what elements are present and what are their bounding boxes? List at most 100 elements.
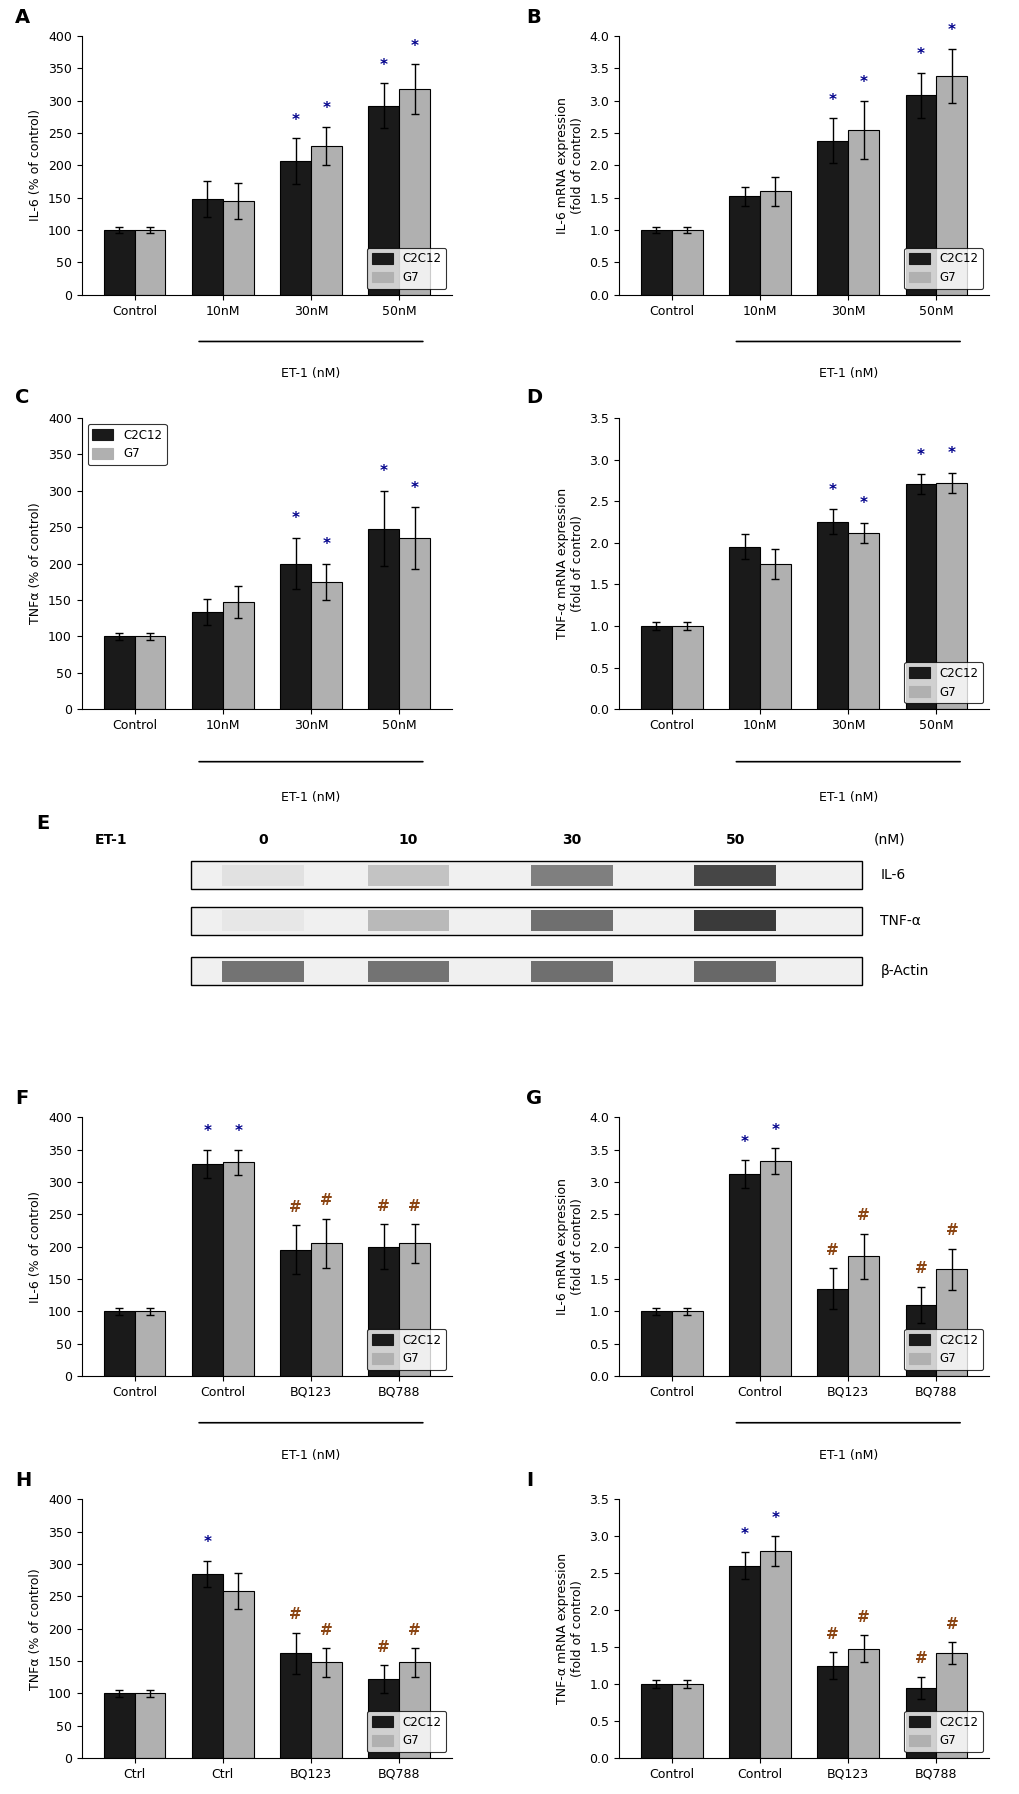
Y-axis label: IL-6 mRNA expression
(fold of control): IL-6 mRNA expression (fold of control): [555, 1179, 583, 1315]
Bar: [672, 1311, 702, 1376]
Text: #: #: [914, 1650, 926, 1667]
Bar: [672, 230, 702, 294]
Bar: [640, 1311, 672, 1376]
Text: 30: 30: [561, 832, 581, 847]
Bar: [368, 106, 398, 294]
Text: *: *: [916, 448, 924, 463]
Bar: [531, 910, 612, 931]
Text: *: *: [203, 1125, 211, 1139]
Legend: C2C12, G7: C2C12, G7: [367, 1329, 445, 1371]
Y-axis label: IL-6 (% of control): IL-6 (% of control): [30, 109, 43, 221]
Bar: [135, 637, 165, 709]
Bar: [311, 581, 341, 709]
Bar: [368, 1247, 398, 1376]
Bar: [222, 910, 304, 931]
Text: E: E: [37, 814, 49, 832]
Bar: [759, 1552, 790, 1758]
Bar: [135, 1694, 165, 1758]
Text: *: *: [916, 47, 924, 63]
Text: ET-1 (nM): ET-1 (nM): [818, 791, 877, 804]
Bar: [280, 1250, 311, 1376]
Text: #: #: [914, 1261, 926, 1276]
Bar: [759, 1161, 790, 1376]
Bar: [104, 1311, 135, 1376]
Text: #: #: [856, 1609, 869, 1625]
Text: β-Actin: β-Actin: [879, 965, 928, 978]
Bar: [694, 910, 775, 931]
Bar: [191, 861, 861, 890]
Bar: [848, 533, 878, 709]
Text: 0: 0: [258, 832, 268, 847]
Bar: [640, 1685, 672, 1758]
Bar: [905, 484, 935, 709]
Text: *: *: [322, 100, 330, 117]
Text: *: *: [322, 536, 330, 553]
Legend: C2C12, G7: C2C12, G7: [367, 248, 445, 289]
Legend: C2C12, G7: C2C12, G7: [904, 1329, 982, 1371]
Bar: [104, 1694, 135, 1758]
Text: *: *: [411, 39, 418, 54]
Text: *: *: [770, 1123, 779, 1137]
Text: #: #: [377, 1640, 389, 1654]
Bar: [848, 1649, 878, 1758]
Text: I: I: [526, 1471, 533, 1491]
Bar: [816, 1288, 848, 1376]
Bar: [531, 865, 612, 886]
Bar: [905, 95, 935, 294]
Bar: [280, 161, 311, 294]
Bar: [759, 563, 790, 709]
Y-axis label: TNFα (% of control): TNFα (% of control): [30, 502, 43, 624]
Bar: [222, 201, 254, 294]
Text: *: *: [411, 481, 418, 495]
Bar: [729, 547, 759, 709]
Bar: [848, 129, 878, 294]
Text: F: F: [15, 1089, 29, 1109]
Bar: [311, 145, 341, 294]
Bar: [729, 1566, 759, 1758]
Text: *: *: [234, 1125, 242, 1139]
Text: #: #: [320, 1624, 332, 1638]
Text: ET-1: ET-1: [95, 832, 127, 847]
Text: 10: 10: [398, 832, 418, 847]
Bar: [905, 1688, 935, 1758]
Text: #: #: [408, 1624, 421, 1638]
Bar: [222, 1591, 254, 1758]
Bar: [935, 483, 966, 709]
Text: #: #: [288, 1200, 302, 1215]
Bar: [191, 958, 861, 985]
Legend: C2C12, G7: C2C12, G7: [904, 1711, 982, 1753]
Text: H: H: [15, 1471, 32, 1491]
Text: ET-1 (nM): ET-1 (nM): [281, 368, 340, 380]
Bar: [104, 637, 135, 709]
Text: A: A: [15, 7, 30, 27]
Bar: [192, 612, 222, 709]
Text: *: *: [740, 1134, 748, 1150]
Text: #: #: [945, 1616, 957, 1631]
Bar: [104, 230, 135, 294]
Bar: [398, 90, 430, 294]
Y-axis label: IL-6 mRNA expression
(fold of control): IL-6 mRNA expression (fold of control): [555, 97, 583, 233]
Bar: [816, 522, 848, 709]
Bar: [905, 1304, 935, 1376]
Bar: [222, 603, 254, 709]
Bar: [729, 1173, 759, 1376]
Bar: [367, 910, 448, 931]
Text: *: *: [828, 93, 836, 108]
Bar: [672, 1685, 702, 1758]
Bar: [135, 230, 165, 294]
Text: TNF-α: TNF-α: [879, 913, 920, 927]
Bar: [280, 1654, 311, 1758]
Bar: [816, 140, 848, 294]
Bar: [640, 230, 672, 294]
Text: (nM): (nM): [873, 832, 905, 847]
Text: G: G: [526, 1089, 542, 1109]
Text: ET-1 (nM): ET-1 (nM): [818, 368, 877, 380]
Legend: C2C12, G7: C2C12, G7: [367, 1711, 445, 1753]
Text: IL-6: IL-6: [879, 868, 905, 883]
Bar: [694, 865, 775, 886]
Text: C: C: [15, 388, 30, 407]
Bar: [640, 626, 672, 709]
Bar: [311, 1663, 341, 1758]
Text: *: *: [203, 1536, 211, 1550]
Bar: [222, 1163, 254, 1376]
